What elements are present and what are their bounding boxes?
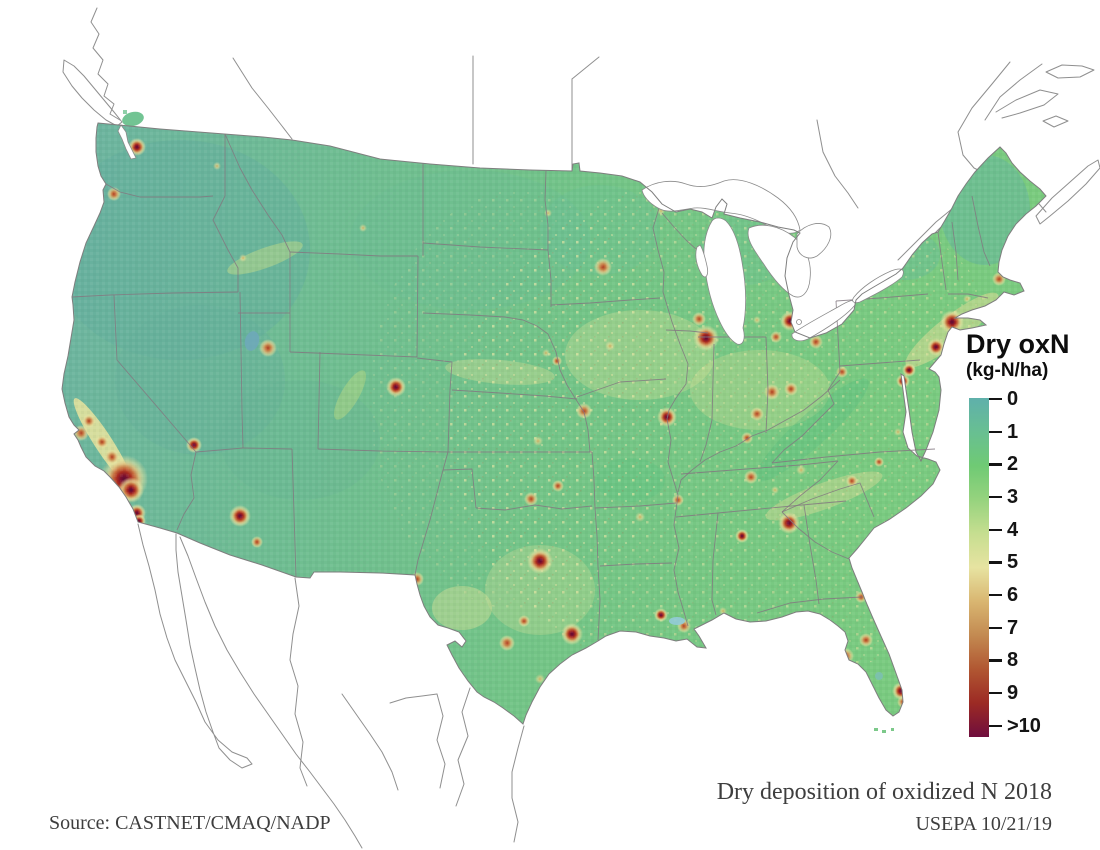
georgian-bay [796, 223, 832, 259]
state-border-line [781, 460, 839, 513]
state-border-line [971, 195, 991, 267]
state-border-line [652, 204, 689, 627]
legend-tick-label: 2 [1007, 453, 1019, 476]
legend-tick-label: 1 [1007, 420, 1019, 443]
legend-tick-label: 8 [1007, 649, 1019, 672]
legend-tick-mark [989, 626, 1002, 629]
state-border-line [195, 447, 244, 453]
us-raster-layer [62, 123, 1046, 724]
state-border-line [475, 504, 593, 511]
state-border-line [771, 371, 841, 464]
legend-tick-label: 3 [1007, 485, 1019, 508]
agency-date: USEPA 10/21/19 [915, 813, 1052, 835]
state-border-line [583, 411, 591, 453]
legend-tick-mark [989, 398, 1002, 401]
canada-mexico-linework [62, 7, 1100, 849]
state-border-line [224, 133, 291, 253]
state-border-line [597, 565, 601, 642]
state-border-line [835, 293, 929, 302]
state-border-line [680, 460, 839, 475]
state-border-line [547, 333, 585, 413]
state-border-line [451, 389, 578, 400]
legend-tick-mark [989, 561, 1002, 564]
legend-tick-mark [989, 495, 1002, 499]
state-border-line [756, 596, 863, 614]
state-border-line [416, 357, 453, 391]
great-salt-lake [244, 331, 260, 351]
legend-title: Dry oxN [966, 329, 1070, 359]
legend-tick-mark [989, 463, 1002, 466]
lake-pontchartrain [669, 617, 685, 625]
state-border-line [212, 195, 239, 292]
state-border-line [447, 389, 451, 453]
state-border-line [839, 359, 921, 367]
state-border-line [416, 255, 419, 358]
state-border-line [661, 212, 698, 251]
state-border-line [594, 507, 599, 567]
state-border-line [71, 291, 239, 298]
legend-tick-label: 6 [1007, 583, 1019, 606]
state-border-line [113, 294, 197, 531]
legend-tick-mark [989, 430, 1002, 434]
legend-colorbar [969, 398, 989, 737]
vancouver-green-patch [122, 111, 144, 127]
state-border-line [289, 351, 418, 358]
state-border-line [948, 293, 989, 299]
legend-tick-mark [989, 528, 1002, 531]
state-border-line [105, 183, 214, 198]
source-note: Source: CASTNET/CMAQ/NADP [49, 812, 331, 834]
state-border-line [803, 504, 820, 605]
state-border-line [781, 482, 875, 518]
state-border-line [765, 336, 769, 434]
legend-tick-mark [989, 691, 1002, 695]
state-border-line [677, 379, 841, 493]
lake-huron [747, 224, 811, 298]
state-border-line [317, 351, 321, 450]
state-border-line [422, 242, 549, 251]
figure-caption: Dry deposition of oxidized N 2018 [716, 779, 1052, 805]
state-border-line [937, 231, 947, 291]
legend-tick-label: 9 [1007, 681, 1019, 704]
green-bay [695, 244, 709, 278]
state-border-line [576, 378, 667, 398]
state-border-line [291, 448, 297, 578]
state-border-line [675, 500, 847, 518]
state-border-line [711, 512, 719, 616]
state-border-line [317, 448, 449, 453]
legend-tick-label: 7 [1007, 616, 1019, 639]
legend-tick-label: 5 [1007, 551, 1019, 574]
state-border-line [550, 297, 661, 306]
state-border-line [242, 447, 293, 450]
legend-tick-mark [989, 659, 1002, 662]
legend-tick-mark [989, 593, 1002, 597]
state-border-line [289, 251, 418, 257]
state-borders [71, 133, 991, 642]
state-border-line [594, 502, 677, 509]
state-border-line [599, 562, 673, 567]
legend-unit: (kg-N/ha) [966, 360, 1049, 381]
lake-st-clair [796, 319, 802, 325]
state-border-line [442, 468, 477, 509]
legend-tick-mark [989, 724, 1002, 727]
lake-okeechobee [875, 672, 883, 680]
legend: Dry oxN (kg-N/ha) 0 1 2 3 4 5 6 7 8 9 >10 [940, 320, 1095, 765]
legend-tick-label: 0 [1007, 388, 1019, 410]
puget-sound [117, 124, 137, 160]
state-border-line [591, 451, 596, 509]
legend-tick-label: >10 [1007, 714, 1041, 737]
state-border-line [414, 451, 449, 576]
state-border-line [665, 329, 709, 334]
great-lakes [117, 124, 904, 345]
state-border-line [699, 343, 715, 463]
state-border-line [781, 511, 850, 560]
state-border-line [544, 170, 552, 307]
state-border-line [771, 448, 936, 464]
state-border-line [239, 291, 244, 449]
state-border-line [951, 221, 959, 281]
state-border-line [422, 312, 549, 335]
legend-tick-label: 4 [1007, 518, 1019, 541]
